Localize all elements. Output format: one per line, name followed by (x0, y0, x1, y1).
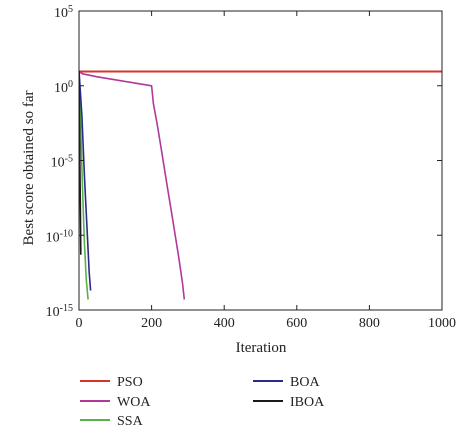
x-tick-label: 400 (214, 316, 235, 331)
x-tick-label: 0 (76, 316, 83, 331)
plot-frame (78, 10, 443, 311)
series-line-ssa (79, 70, 89, 300)
x-axis-label: Iteration (236, 340, 287, 356)
x-tick-label: 800 (359, 316, 380, 331)
legend-label-pso: PSO (117, 375, 143, 390)
legend-label-boa: BOA (290, 375, 320, 390)
y-tick-label: 10-5 (51, 153, 73, 171)
y-axis-label: Best score obtained so far (21, 91, 37, 246)
x-tick-label: 200 (141, 316, 162, 331)
y-tick-label: 105 (54, 4, 73, 22)
series-line-boa (79, 70, 92, 291)
x-tick-label: 1000 (428, 316, 456, 331)
y-tick-label: 100 (54, 78, 73, 96)
legend-label-woa: WOA (117, 395, 151, 410)
legend-label-iboa: IBOA (290, 395, 325, 410)
series-line-woa (79, 70, 186, 300)
x-tick-label: 600 (286, 316, 307, 331)
y-tick-label: 10-10 (46, 228, 73, 246)
y-tick-label: 10-15 (46, 303, 73, 321)
legend-label-ssa: SSA (117, 414, 144, 429)
